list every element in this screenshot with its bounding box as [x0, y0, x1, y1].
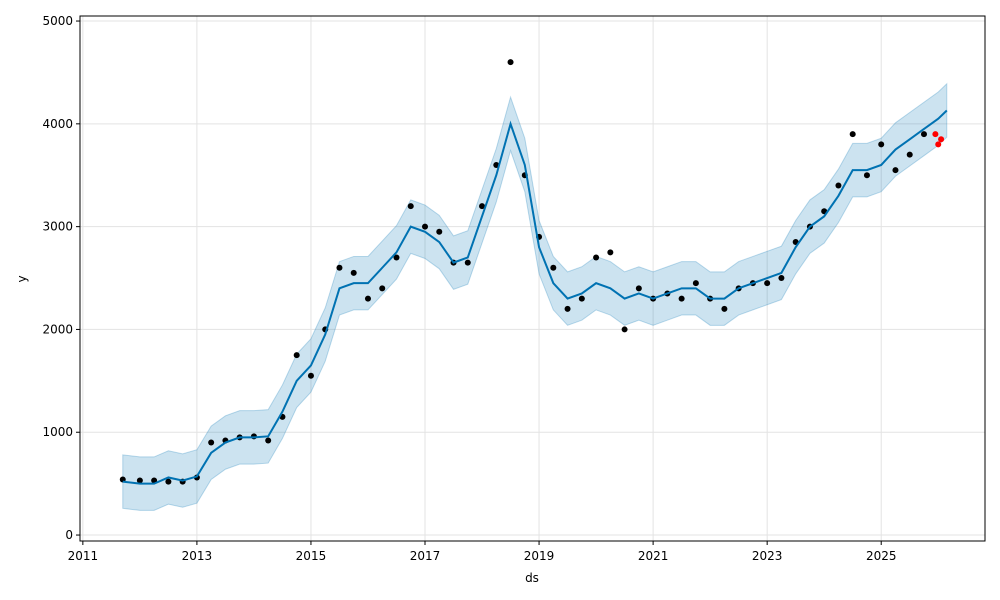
data-point [932, 131, 939, 138]
x-tick-label: 2021 [638, 549, 669, 563]
y-tick-label: 2000 [42, 322, 73, 336]
x-tick-label: 2015 [296, 549, 327, 563]
data-point [336, 264, 343, 271]
y-axis-label: y [15, 275, 29, 282]
data-point [364, 295, 371, 302]
data-point [692, 280, 699, 287]
data-point [938, 136, 945, 143]
x-tick-label: 2013 [182, 549, 213, 563]
data-point [621, 326, 628, 333]
uncertainty-band [122, 82, 948, 511]
x-tick-label: 2011 [68, 549, 99, 563]
data-point [892, 167, 899, 174]
data-point [464, 259, 471, 266]
data-point [878, 141, 885, 148]
data-point [393, 254, 400, 261]
x-tick-label: 2017 [410, 549, 441, 563]
y-tick-label: 4000 [42, 117, 73, 131]
data-point [835, 182, 842, 189]
data-point [307, 372, 314, 379]
y-tick-label: 3000 [42, 220, 73, 234]
data-point [479, 203, 486, 210]
data-point [764, 280, 771, 287]
data-point [678, 295, 685, 302]
plot-frame [79, 15, 986, 542]
data-point [935, 141, 942, 148]
y-tick-label: 5000 [42, 14, 73, 28]
data-point [721, 305, 728, 312]
data-point [863, 172, 870, 179]
y-tick-label: 1000 [42, 425, 73, 439]
data-point [778, 275, 785, 282]
data-point [422, 223, 429, 230]
data-point [507, 59, 514, 66]
data-point [578, 295, 585, 302]
data-point [564, 305, 571, 312]
data-point [208, 439, 215, 446]
forecast-line [122, 109, 948, 485]
data-point [350, 269, 357, 276]
y-tick-label: 0 [65, 528, 73, 542]
data-point [635, 285, 642, 292]
data-point [593, 254, 600, 261]
data-point [436, 228, 443, 235]
data-point [379, 285, 386, 292]
data-point [265, 437, 272, 444]
x-tick-label: 2025 [866, 549, 897, 563]
x-tick-label: 2019 [524, 549, 555, 563]
data-point [849, 131, 856, 138]
data-point [906, 151, 913, 158]
data-point [607, 249, 614, 256]
x-axis-label: ds [525, 571, 539, 585]
data-point [920, 131, 927, 138]
data-point [550, 264, 557, 271]
data-point [136, 477, 143, 484]
data-point [165, 478, 172, 485]
data-point [293, 352, 300, 359]
data-point [407, 203, 414, 210]
x-tick-label: 2023 [752, 549, 783, 563]
